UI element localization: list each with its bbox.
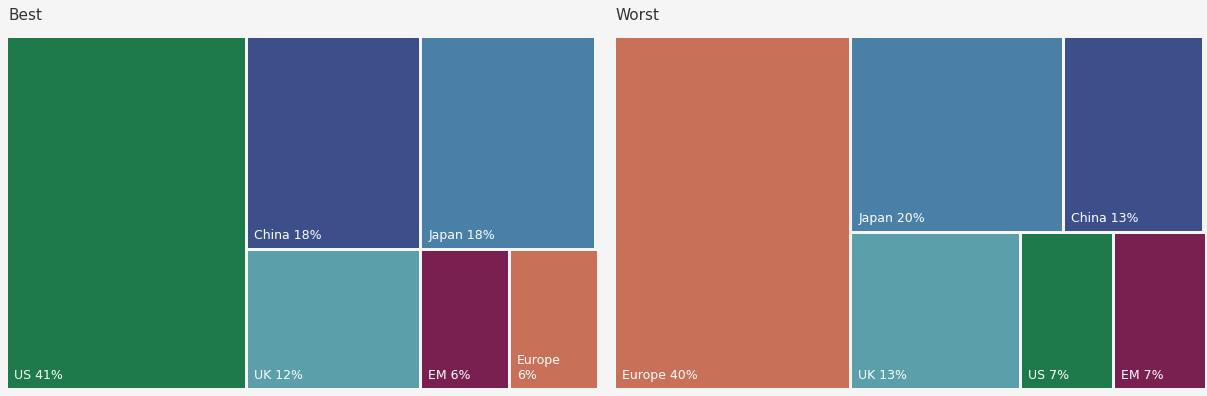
Bar [422, 38, 594, 248]
Bar [512, 251, 597, 388]
Text: Japan 18%: Japan 18% [428, 229, 495, 242]
Text: US 7%: US 7% [1028, 369, 1069, 382]
Text: Europe
6%: Europe 6% [517, 354, 561, 382]
Text: UK 12%: UK 12% [253, 369, 303, 382]
Bar [422, 251, 508, 388]
Bar [247, 38, 419, 248]
Text: EM 6%: EM 6% [428, 369, 471, 382]
Text: China 13%: China 13% [1072, 211, 1139, 225]
Text: Best: Best [8, 8, 42, 23]
Bar [1022, 234, 1112, 388]
Text: China 18%: China 18% [253, 229, 321, 242]
Bar [1115, 234, 1205, 388]
Text: UK 13%: UK 13% [858, 369, 908, 382]
Bar [1066, 38, 1202, 230]
Text: EM 7%: EM 7% [1121, 369, 1164, 382]
Bar [616, 38, 850, 388]
Text: Japan 20%: Japan 20% [858, 211, 925, 225]
Text: Worst: Worst [616, 8, 660, 23]
Bar [247, 251, 419, 388]
Bar [8, 38, 245, 388]
Text: US 41%: US 41% [14, 369, 63, 382]
Bar [852, 234, 1019, 388]
Text: Europe 40%: Europe 40% [622, 369, 698, 382]
Bar [852, 38, 1062, 230]
